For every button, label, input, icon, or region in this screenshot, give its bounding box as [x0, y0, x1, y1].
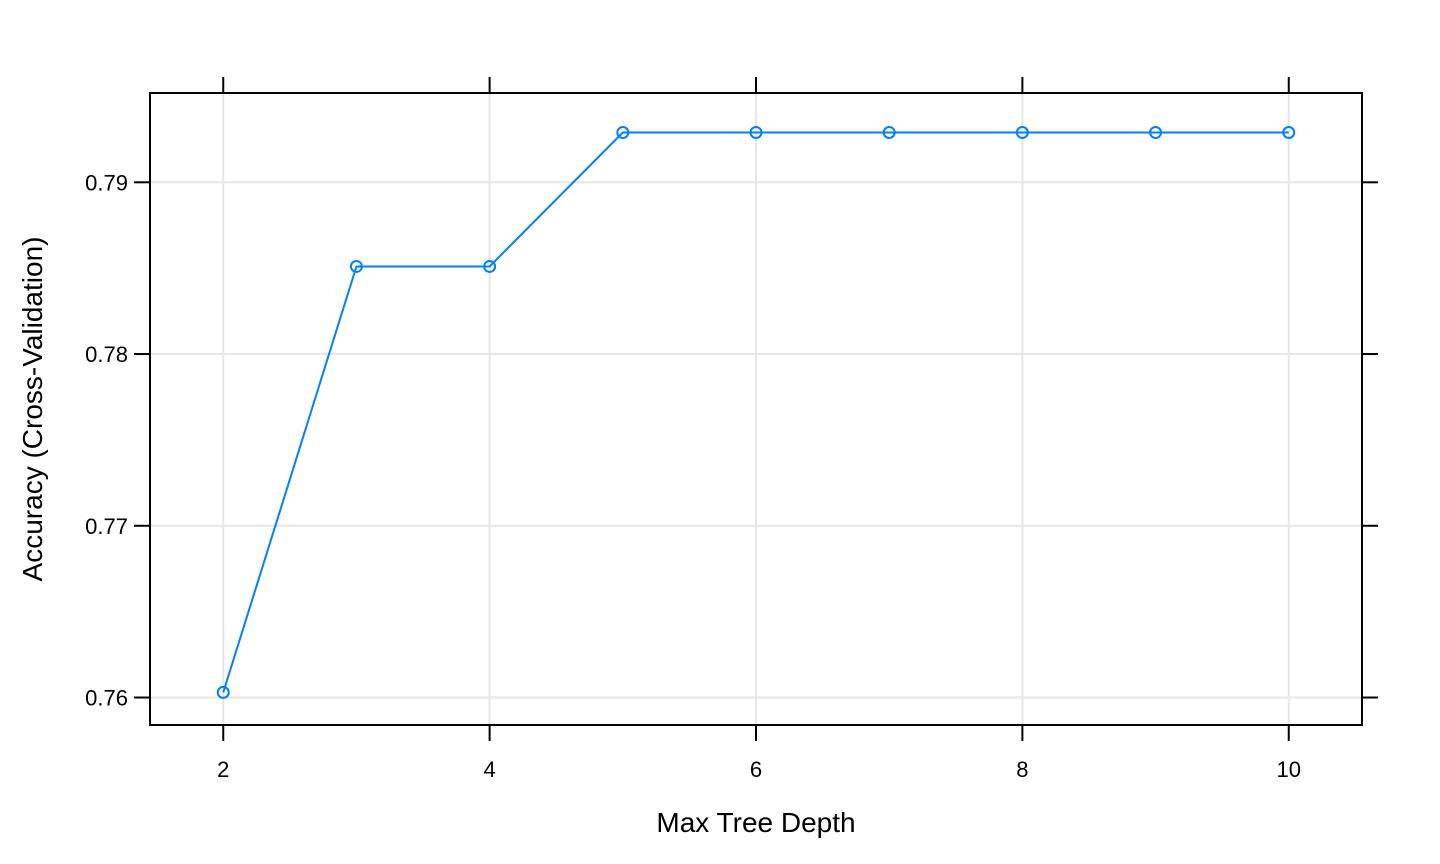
x-tick-label: 10: [1277, 757, 1301, 782]
data-point: [1149, 126, 1163, 139]
x-tick-label: 4: [484, 757, 496, 782]
grid-lines: [150, 93, 1362, 725]
x-tick-label: 6: [750, 757, 762, 782]
data-point: [749, 126, 763, 139]
y-tick-label: 0.79: [85, 170, 128, 195]
data-point: [882, 126, 896, 139]
axis-ticks: [134, 77, 1378, 741]
y-tick-label: 0.77: [85, 514, 128, 539]
data-point: [216, 685, 230, 699]
data-point: [483, 259, 497, 273]
y-tick-label: 0.78: [85, 342, 128, 367]
axis-tick-labels: 2 4 6 8 10 0.76 0.77 0.78 0.79: [85, 170, 1301, 782]
series-line: [222, 131, 1289, 693]
y-axis-title: Accuracy (Cross-Validation): [17, 237, 48, 582]
x-tick-label: 8: [1016, 757, 1028, 782]
x-axis-title: Max Tree Depth: [656, 807, 855, 838]
y-tick-label: 0.76: [85, 686, 128, 711]
data-point: [1015, 126, 1029, 139]
data-point: [1282, 126, 1296, 139]
series-layer: [216, 126, 1296, 699]
data-point: [349, 259, 363, 273]
data-point: [616, 126, 630, 139]
x-tick-label: 2: [217, 757, 229, 782]
